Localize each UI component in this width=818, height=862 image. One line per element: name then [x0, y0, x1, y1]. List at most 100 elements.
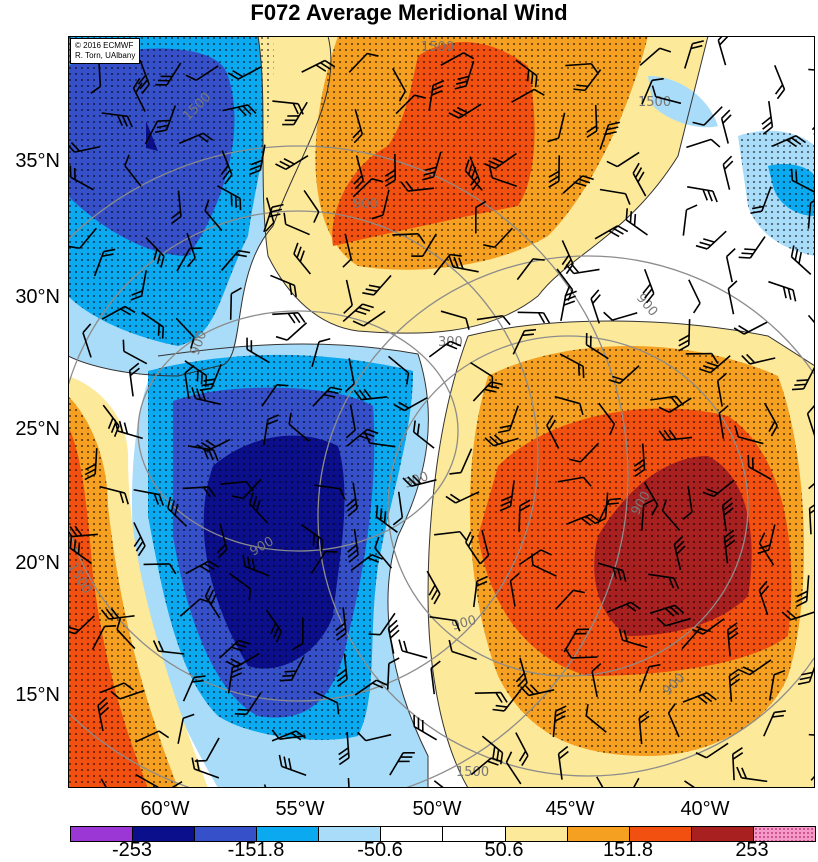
wind-barb	[608, 365, 640, 384]
wind-barb	[559, 353, 585, 379]
wind-barb	[343, 279, 353, 314]
colorbar-segment	[257, 827, 320, 841]
wind-barb	[465, 531, 481, 565]
wind-barb	[101, 112, 133, 128]
wind-barb	[790, 168, 815, 194]
wind-barb	[781, 609, 815, 621]
wind-barb	[93, 248, 116, 277]
wind-barb	[725, 248, 736, 283]
wind-barb	[216, 523, 228, 559]
colorbar-segment	[195, 827, 258, 841]
wind-barb	[717, 36, 729, 66]
wind-barb	[191, 757, 220, 779]
wind-barb	[384, 154, 397, 187]
wind-barb	[175, 317, 195, 349]
wind-barb	[548, 155, 561, 188]
wind-barb	[347, 528, 359, 563]
wind-barb	[483, 227, 513, 249]
wind-barb	[364, 432, 396, 448]
wind-barb	[246, 337, 270, 364]
wind-barb	[721, 497, 734, 532]
wind-barb	[68, 227, 97, 250]
wind-barb	[242, 554, 270, 577]
wind-barb	[352, 178, 384, 198]
wind-barb	[178, 132, 214, 145]
wind-barb	[191, 387, 222, 406]
wind-barb	[82, 323, 92, 358]
wind-barb	[643, 482, 659, 516]
wind-barb	[227, 662, 244, 694]
wind-barb	[682, 204, 698, 236]
wind-barb	[114, 419, 143, 440]
wind-barb	[430, 660, 441, 695]
wind-barb	[474, 691, 508, 703]
wind-barb	[353, 388, 388, 401]
colorbar-label: 253	[735, 839, 769, 861]
wind-barb	[518, 549, 552, 566]
wind-barb	[155, 62, 182, 86]
wind-barb	[448, 103, 482, 119]
wind-barb	[682, 691, 717, 705]
wind-barb	[684, 40, 704, 69]
colorbar-label: 151.8	[602, 839, 654, 861]
wind-barb	[345, 404, 356, 439]
wind-barb	[357, 731, 392, 742]
colorbar-label: -50.6	[357, 839, 403, 861]
wind-barb	[135, 730, 170, 743]
wind-barb	[101, 305, 136, 320]
wind-barb	[99, 682, 134, 694]
lat-label: 25°N	[15, 418, 60, 440]
lat-label: 15°N	[15, 684, 60, 706]
wind-barb	[807, 196, 815, 229]
wind-barb	[475, 200, 487, 234]
wind-barb	[642, 268, 655, 304]
wind-barb	[271, 729, 306, 740]
wind-barb	[278, 754, 307, 777]
wind-barb	[795, 575, 810, 608]
lon-label: 50°W	[412, 798, 462, 820]
wind-barb	[263, 414, 279, 446]
wind-barb	[499, 480, 515, 512]
wind-barb	[182, 675, 206, 702]
wind-barb	[422, 151, 442, 181]
wind-barb	[344, 358, 355, 393]
wind-barb	[547, 112, 566, 143]
wind-barb	[159, 780, 183, 788]
wind-barb	[678, 319, 691, 352]
wind-barb	[137, 59, 150, 95]
wind-barb	[530, 553, 557, 577]
colorbar-segment	[71, 827, 134, 841]
wind-barb	[791, 365, 815, 391]
wind-barb	[400, 180, 434, 192]
wind-barb	[182, 486, 216, 498]
wind-barb	[736, 766, 768, 783]
wind-barb	[591, 663, 602, 698]
wind-barb	[811, 105, 815, 140]
wind-barb	[293, 242, 312, 275]
wind-barb	[484, 152, 517, 170]
wind-barb	[685, 352, 719, 364]
wind-barb	[640, 498, 655, 531]
colorbar-label: -151.8	[227, 839, 285, 861]
wind-barb	[606, 601, 641, 614]
wind-barb	[185, 560, 220, 575]
wind-barb	[741, 353, 776, 365]
wind-barb	[566, 513, 601, 526]
wind-barb	[758, 580, 770, 616]
wind-barb	[222, 104, 257, 117]
wind-barb	[716, 372, 728, 407]
colorbar-label: -253	[111, 839, 153, 861]
wind-barb	[603, 311, 638, 321]
wind-barb	[100, 608, 135, 620]
wind-barb	[116, 618, 136, 650]
credit-line: R. Torn, UAlbany	[75, 51, 136, 60]
wind-barb	[398, 639, 428, 659]
wind-barb	[90, 60, 102, 94]
wind-barb	[122, 339, 148, 365]
wind-barb	[445, 491, 480, 504]
wind-barb	[392, 232, 426, 244]
wind-barb	[750, 186, 772, 215]
wind-barb	[303, 190, 320, 223]
wind-barb	[411, 233, 437, 257]
wind-barb	[387, 355, 410, 385]
